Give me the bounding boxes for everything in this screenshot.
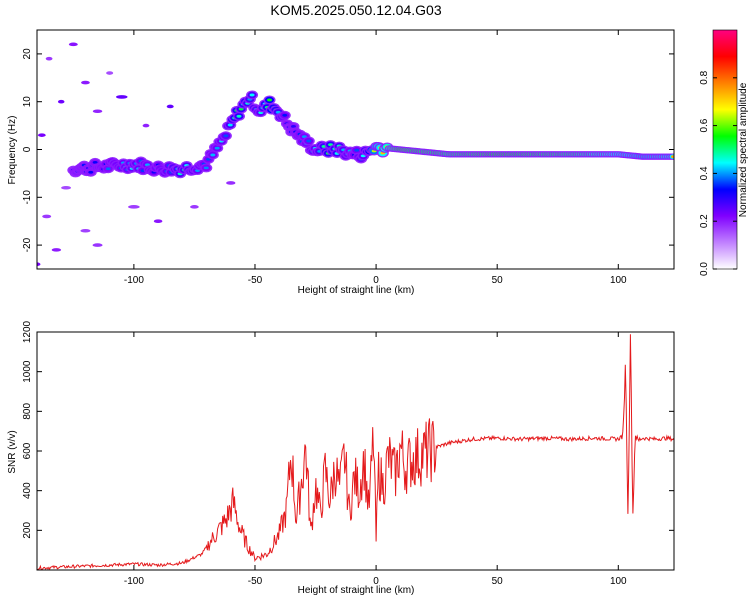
- noise-blob: [142, 123, 150, 128]
- noise-blob: [37, 262, 41, 267]
- x-tick-label: 50: [492, 576, 504, 587]
- spectrogram-y-label: Frequency (Hz): [7, 116, 18, 185]
- noise-blob: [226, 181, 236, 185]
- x-tick-label: 0: [373, 576, 379, 587]
- ridge-core: [214, 146, 220, 150]
- ridge-marks: [67, 90, 674, 179]
- y-tick-label: 0: [22, 146, 33, 152]
- colorbar-scale: [712, 29, 738, 270]
- noise-blob: [190, 205, 199, 209]
- ridge-core: [203, 166, 209, 170]
- y-tick-label: 200: [22, 522, 33, 539]
- noise-blob: [51, 248, 62, 252]
- spectrogram-x-label: Height of straight line (km): [298, 285, 415, 296]
- snr-frame: [36, 331, 675, 571]
- noise-blob: [57, 99, 65, 104]
- y-tick-label: -20: [22, 237, 33, 252]
- noise-blob: [92, 109, 103, 114]
- x-tick-label: 100: [610, 576, 627, 587]
- snr-series-line: [37, 334, 674, 570]
- noise-blob: [42, 214, 52, 219]
- noise-blob: [128, 205, 140, 209]
- x-tick-label: -50: [248, 275, 263, 286]
- colorbar: 0.0 0.2 0.4 0.6 0.8 Normalized spectral ampl…: [699, 29, 749, 276]
- x-tick-label: 100: [610, 275, 627, 286]
- y-tick-label: 10: [22, 96, 33, 108]
- colorbar-tick-label: 0.6: [699, 118, 710, 132]
- x-tick-label: -50: [248, 576, 263, 587]
- noise-blob: [153, 219, 163, 223]
- ridge-core: [282, 113, 288, 117]
- y-tick-label: 600: [22, 442, 33, 459]
- snr-y-ticks: 200 400 600 800 1000 1200: [22, 320, 674, 539]
- y-tick-label: -10: [22, 190, 33, 205]
- noise-blob: [81, 80, 90, 85]
- figure-title: KOM5.2025.050.12.04.G03: [270, 2, 442, 18]
- spectrogram-x-ticks: -100 -50 0 50 100: [124, 30, 627, 286]
- x-tick-label: 50: [492, 275, 504, 286]
- ridge-core: [236, 114, 242, 118]
- snr-x-label: Height of straight line (km): [298, 585, 415, 596]
- ridge-core: [92, 160, 98, 164]
- ridge-core: [105, 167, 111, 171]
- colorbar-label: Normalized spectral amplitude: [738, 82, 749, 217]
- colorbar-ticks: 0.0 0.2 0.4 0.6 0.8: [699, 70, 737, 276]
- y-tick-label: 800: [22, 403, 33, 420]
- noise-blob: [166, 104, 174, 109]
- noise-blob: [92, 243, 103, 247]
- ridge-core: [267, 98, 272, 102]
- noise-blob: [45, 56, 53, 61]
- colorbar-tick-label: 0.8: [699, 70, 710, 84]
- x-tick-label: -100: [124, 275, 144, 286]
- y-tick-label: 1200: [22, 320, 33, 343]
- snr-panel: -100 -50 0 50 100 200 400 600 800 1000 1200 Heigh…: [7, 320, 675, 596]
- noise-blob: [80, 228, 91, 233]
- noise-blob: [37, 133, 46, 137]
- ridge-core: [354, 148, 360, 152]
- y-tick-label: 1000: [22, 360, 33, 383]
- x-tick-label: -100: [124, 576, 144, 587]
- colorbar-tick-label: 0.4: [699, 166, 710, 180]
- ridge-core: [249, 93, 255, 97]
- colorbar-tick-label: 0.2: [699, 214, 710, 228]
- spectrogram-y-ticks: -20 -10 0 10 20: [22, 48, 674, 252]
- ridge-core: [306, 139, 312, 143]
- x-tick-label: 0: [373, 275, 379, 286]
- ridge-core: [210, 153, 216, 157]
- ridge-core: [291, 125, 296, 128]
- snr-x-ticks: -100 -50 0 50 100: [124, 332, 627, 587]
- y-tick-label: 400: [22, 482, 33, 499]
- ridge-core: [88, 170, 94, 174]
- ridge-core: [223, 134, 229, 138]
- y-tick-label: 20: [22, 48, 33, 60]
- noise-blob: [106, 71, 114, 75]
- snr-y-label: SNR (v/v): [7, 430, 18, 473]
- noise-blob: [61, 185, 72, 190]
- ridge-core: [227, 123, 233, 127]
- noise-blob: [115, 95, 128, 99]
- colorbar-tick-label: 0.0: [699, 262, 710, 276]
- noise-blob: [68, 42, 78, 47]
- spectrogram-marks: [37, 42, 674, 267]
- ridge-core: [671, 155, 674, 159]
